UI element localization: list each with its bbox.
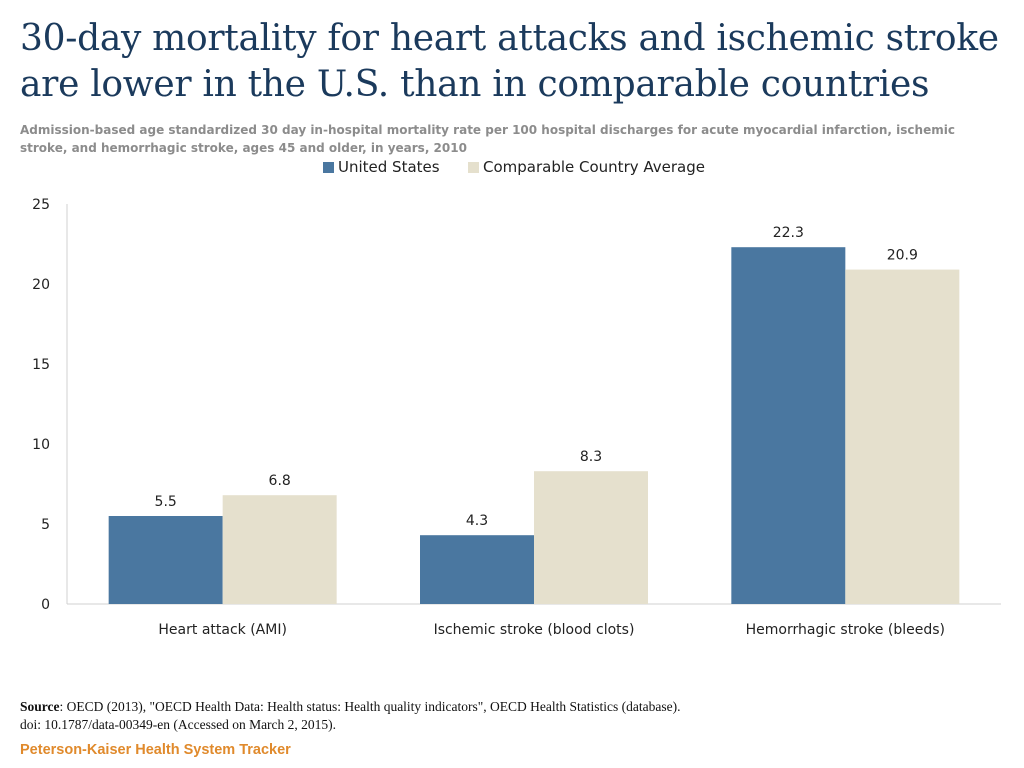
legend-swatch-comparable-country-average	[468, 162, 479, 173]
chart-subtitle: Admission-based age standardized 30 day …	[20, 123, 955, 155]
bar	[222, 495, 337, 604]
legend-label-comparable-country-average: Comparable Country Average	[483, 158, 705, 176]
chart-title: 30-day mortality for heart attacks and i…	[20, 18, 999, 105]
y-tick-label: 5	[41, 517, 50, 533]
y-tick-label: 20	[32, 277, 50, 293]
chart-legend: United States Comparable Country Average	[0, 156, 1024, 178]
legend-swatch-united-states	[323, 162, 334, 173]
x-tick-label: Ischemic stroke (blood clots)	[434, 622, 635, 638]
legend-label-united-states: United States	[338, 158, 440, 176]
data-label: 6.8	[269, 473, 291, 489]
data-label: 4.3	[466, 513, 488, 529]
data-label: 5.5	[155, 494, 177, 510]
legend-item-comparable-country-average: Comparable Country Average	[468, 156, 705, 178]
y-tick-label: 0	[41, 597, 50, 613]
bar-chart: 0 5 10 15 20 25 5.5 6.8 Heart attack (AMI) 4.3 8.3…	[32, 197, 1001, 638]
bar	[420, 535, 534, 604]
data-label: 20.9	[887, 248, 918, 264]
y-tick-label: 15	[32, 357, 50, 373]
bar	[731, 247, 846, 604]
data-label: 22.3	[773, 225, 804, 241]
bar	[108, 516, 223, 604]
source-text: : OECD (2013), "OECD Health Data: Health…	[59, 699, 681, 714]
brand-logo-text: Peterson-Kaiser Health System Tracker	[20, 742, 291, 758]
data-label: 8.3	[580, 449, 602, 465]
x-tick-label: Hemorrhagic stroke (bleeds)	[746, 622, 945, 638]
x-tick-label: Heart attack (AMI)	[158, 622, 287, 638]
legend-item-united-states: United States	[323, 156, 440, 178]
source-note: Source: OECD (2013), "OECD Health Data: …	[20, 698, 1000, 734]
bar	[845, 269, 960, 604]
y-tick-label: 25	[32, 197, 50, 213]
y-tick-label: 10	[32, 437, 50, 453]
source-doi: doi: 10.1787/data-00349-en (Accessed on …	[20, 717, 337, 732]
bar	[534, 471, 648, 604]
source-label: Source	[20, 699, 60, 714]
